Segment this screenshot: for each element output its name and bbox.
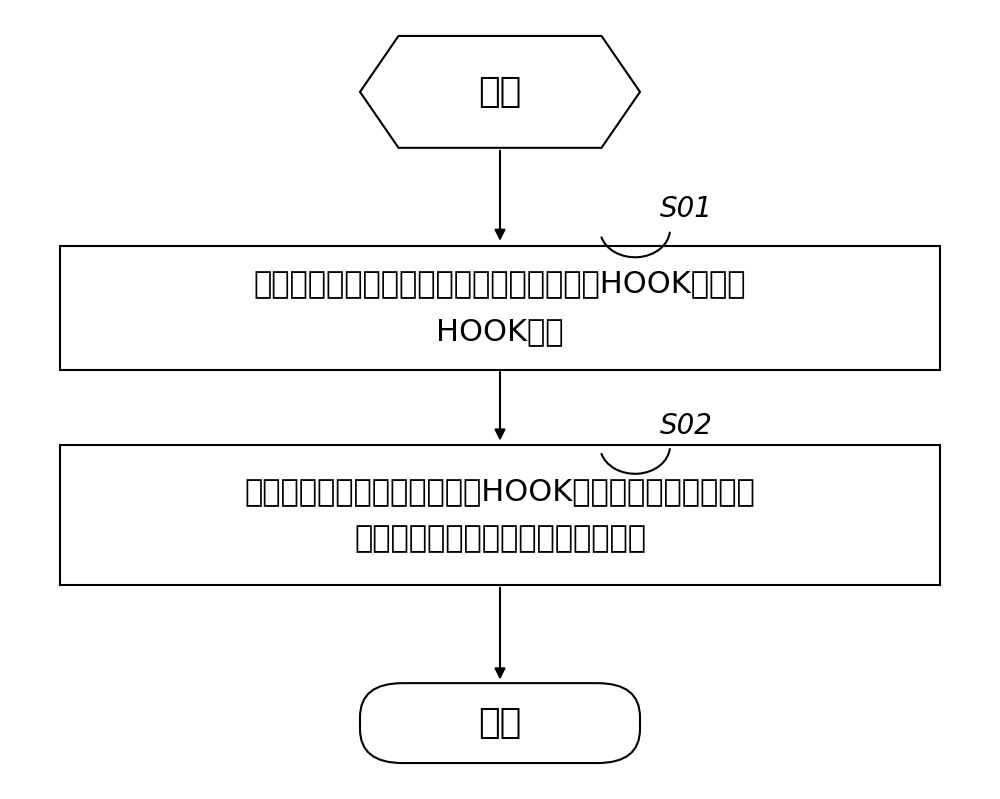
- Text: 结束: 结束: [478, 706, 522, 740]
- Bar: [60, 446, 940, 585]
- Text: 开始: 开始: [478, 75, 522, 109]
- Text: S01: S01: [660, 195, 713, 224]
- Text: S02: S02: [660, 411, 713, 440]
- Bar: [60, 246, 940, 369]
- Polygon shape: [360, 36, 640, 148]
- Text: 将业务软件对应的应用程序的网络操作进行HOOK，获取
HOOK结果: 将业务软件对应的应用程序的网络操作进行HOOK，获取 HOOK结果: [254, 269, 746, 346]
- Text: 在业务软件接入网络时，根据HOOK结果和配置的基于应用
程序的隙道分流规则，进行数据分流: 在业务软件接入网络时，根据HOOK结果和配置的基于应用 程序的隙道分流规则，进行…: [245, 477, 755, 554]
- FancyBboxPatch shape: [360, 683, 640, 763]
